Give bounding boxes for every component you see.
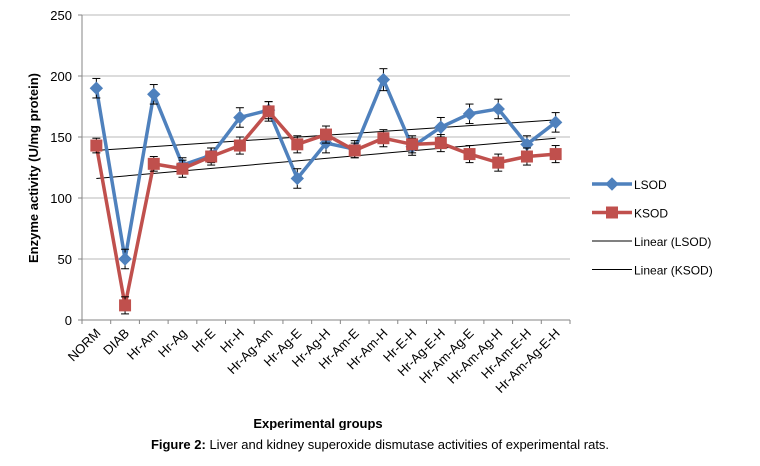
data-point: [462, 107, 477, 121]
legend-label: KSOD: [634, 207, 668, 221]
series-group: [89, 68, 563, 315]
x-tick-label: Hr-E: [189, 325, 219, 355]
data-point: [147, 157, 160, 170]
data-point: [434, 137, 447, 150]
data-point: [348, 144, 361, 157]
data-point: [492, 156, 505, 169]
data-point: [90, 139, 103, 152]
legend-label: Linear (KSOD): [634, 264, 713, 278]
legend-item: Linear (KSOD): [592, 264, 713, 278]
x-tick-label: Hr-Am: [124, 326, 161, 363]
y-axis-label: Enzyme activity (U/mg protein): [26, 73, 41, 263]
y-tick-label: 50: [58, 252, 72, 267]
trendline: [96, 137, 556, 179]
legend-item: KSOD: [592, 206, 668, 221]
legend-item: Linear (LSOD): [592, 235, 711, 249]
y-tick-label: 0: [65, 313, 72, 328]
data-point: [605, 177, 619, 191]
data-point: [233, 110, 247, 125]
data-point: [119, 299, 132, 312]
data-point: [118, 252, 132, 266]
data-point: [406, 138, 419, 151]
data-point: [262, 105, 275, 118]
y-axis-ticks: 0 50 100 150 200 250: [50, 8, 82, 328]
data-point: [463, 148, 476, 161]
data-point: [377, 132, 390, 145]
data-point: [376, 72, 391, 87]
data-point: [205, 150, 218, 163]
legend: LSOD KSOD Linear (LSOD) Linear (KSOD): [592, 177, 713, 278]
legend-label: Linear (LSOD): [634, 235, 711, 249]
data-point: [233, 139, 246, 152]
data-point: [491, 102, 505, 116]
data-point: [320, 128, 332, 141]
legend-item: LSOD: [592, 177, 667, 192]
y-tick-label: 100: [50, 191, 72, 206]
x-tick-label: Hr-Ag: [155, 326, 190, 361]
data-point: [291, 138, 304, 151]
data-point: [606, 206, 618, 219]
data-point: [89, 81, 104, 95]
x-axis-label: Experimental groups: [253, 416, 382, 430]
y-tick-label: 150: [50, 130, 72, 145]
y-tick-label: 250: [50, 8, 72, 23]
data-point: [549, 148, 562, 161]
data-point: [520, 150, 533, 163]
data-point: [434, 120, 448, 134]
data-point: [548, 115, 563, 130]
data-point: [147, 87, 161, 102]
figure-caption: Figure 2: Liver and kidney superoxide di…: [0, 437, 760, 452]
data-point: [176, 162, 189, 175]
series-line: [94, 77, 557, 261]
series-ksod: [90, 101, 562, 315]
caption-text: Liver and kidney superoxide dismutase ac…: [205, 437, 610, 452]
x-tick-label: NORM: [65, 326, 104, 365]
legend-label: LSOD: [634, 178, 667, 192]
caption-label: Figure 2:: [150, 437, 206, 452]
series-lsod: [89, 68, 563, 270]
data-point: [290, 171, 305, 186]
y-tick-label: 200: [50, 69, 72, 84]
